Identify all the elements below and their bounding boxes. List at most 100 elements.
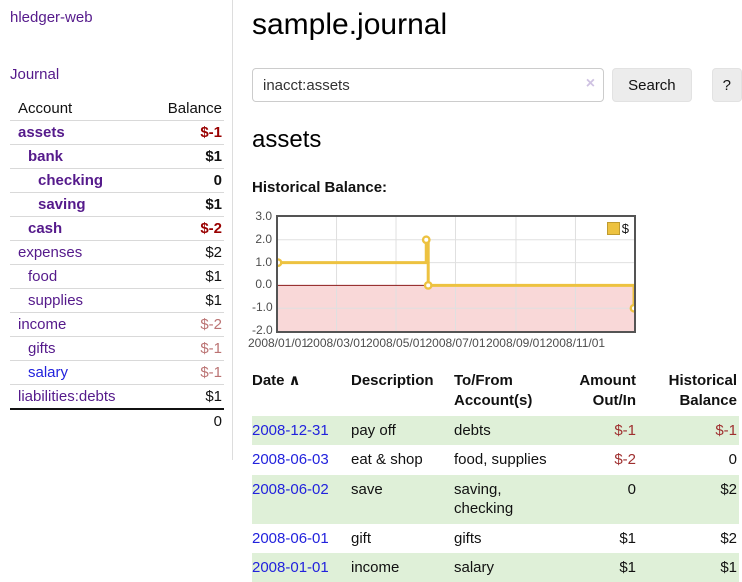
- legend-swatch-icon: [606, 222, 620, 235]
- transaction-amount: $-1: [614, 421, 636, 439]
- account-link-checking[interactable]: checking: [38, 172, 104, 189]
- account-row: salary $-1: [10, 360, 224, 385]
- sidebar: hledger-web Journal Account Balance asse…: [0, 0, 233, 460]
- accounts-table: Account Balance assets $-1 bank $1 checking 0…: [10, 97, 224, 433]
- account-link-liabilities-debts[interactable]: liabilities:debts: [18, 388, 116, 405]
- register-row: 2008-12-31 pay off debts $-1 $-1: [252, 415, 739, 445]
- search-input[interactable]: [252, 68, 605, 102]
- account-link-salary[interactable]: salary: [28, 364, 69, 381]
- account-row: gifts $-1: [10, 336, 224, 361]
- transaction-date-link[interactable]: 2008-06-03: [252, 451, 329, 468]
- account-row: bank $1: [10, 144, 224, 169]
- account-balance: 0: [213, 172, 222, 189]
- transaction-date-link[interactable]: 2008-06-02: [252, 480, 329, 498]
- x-axis-tick-label: 2008/01/01: [247, 336, 309, 350]
- transaction-balance: $-1: [715, 421, 737, 439]
- transaction-balance: $1: [720, 559, 737, 576]
- accounts-total-row: 0: [10, 409, 224, 433]
- transaction-amount: $-2: [614, 451, 636, 468]
- register-header-row: Date ∧ Description To/From Account(s) Amo…: [252, 369, 739, 416]
- account-row: income $-2: [10, 312, 224, 337]
- register-row: 2008-06-03 eat & shop food, supplies $-2 0: [252, 445, 739, 475]
- main-content: sample.journal × Search ? assets Histori…: [248, 0, 742, 582]
- x-axis-tick-label: 2008/07/01: [425, 336, 486, 350]
- account-title: assets: [252, 126, 322, 153]
- transaction-accounts: food, supplies: [454, 451, 547, 468]
- date-column-header: Date ∧: [252, 372, 301, 389]
- account-link-bank[interactable]: bank: [28, 148, 64, 165]
- transaction-balance: $2: [720, 529, 737, 547]
- help-button[interactable]: ?: [711, 68, 742, 102]
- search-box: ×: [252, 68, 605, 102]
- transaction-accounts: gifts: [454, 529, 482, 547]
- account-row: assets $-1: [10, 120, 224, 145]
- chart-series: [278, 217, 634, 331]
- account-link-expenses[interactable]: expenses: [18, 244, 83, 261]
- x-axis-tick-label: 2008/05/01: [365, 336, 427, 350]
- register-row: 2008-06-02 save saving, checking 0 $2: [252, 474, 739, 524]
- x-axis-tick-label: 2008/11/01: [545, 336, 606, 350]
- search-form: × Search ?: [252, 68, 742, 102]
- account-link-cash[interactable]: cash: [28, 220, 63, 237]
- register-table: Date ∧ Description To/From Account(s) Amo…: [252, 369, 739, 582]
- transaction-balance: $2: [720, 480, 737, 498]
- account-row: saving $1: [10, 192, 224, 217]
- description-column-header: Description: [351, 372, 434, 389]
- search-button[interactable]: Search: [612, 68, 692, 102]
- transaction-amount: 0: [627, 480, 636, 498]
- accounts-total-balance: 0: [213, 413, 222, 430]
- chart-title: Historical Balance:: [252, 179, 388, 196]
- account-link-saving[interactable]: saving: [38, 196, 86, 213]
- balance-column-header-register: Historical Balance: [668, 372, 737, 410]
- sidebar-item-journal[interactable]: Journal: [10, 66, 60, 83]
- account-row: liabilities:debts $1: [10, 384, 224, 410]
- account-row: supplies $1: [10, 288, 224, 313]
- account-balance: $-2: [200, 316, 222, 333]
- sort-ascending-icon: ∧: [288, 372, 301, 389]
- chart-legend: $: [606, 221, 629, 236]
- account-link-supplies[interactable]: supplies: [28, 292, 84, 309]
- transaction-description: pay off: [351, 421, 396, 439]
- data-point-marker: [278, 258, 283, 267]
- account-balance: $-1: [200, 124, 222, 141]
- account-row: checking 0: [10, 168, 224, 193]
- account-balance: $-1: [200, 340, 222, 357]
- register-row: 2008-01-01 income salary $1 $1: [252, 553, 739, 582]
- account-link-income[interactable]: income: [18, 316, 67, 333]
- account-balance: $1: [205, 268, 222, 285]
- transaction-amount: $1: [619, 529, 636, 547]
- transaction-description: gift: [351, 529, 372, 547]
- account-link-food[interactable]: food: [28, 268, 58, 285]
- account-row: expenses $2: [10, 240, 224, 265]
- transaction-accounts: salary: [454, 559, 495, 576]
- amount-column-header: Amount Out/In: [579, 372, 636, 410]
- account-balance: $1: [205, 196, 222, 213]
- page-title: sample.journal: [252, 8, 448, 41]
- transaction-date-link[interactable]: 2008-12-31: [252, 421, 329, 439]
- account-link-gifts[interactable]: gifts: [28, 340, 56, 357]
- account-column-header: Account: [18, 100, 73, 117]
- data-point-marker: [629, 303, 634, 313]
- transaction-balance: 0: [728, 451, 737, 468]
- account-balance: $-2: [200, 220, 222, 237]
- account-balance: $1: [205, 292, 222, 309]
- app-title-link[interactable]: hledger-web: [10, 9, 93, 26]
- historical-balance-chart: $ 3.0 2.0 1.0 0.0 -1.0 -2.0 2008/01/01 2008/03/…: [248, 207, 742, 350]
- account-link-assets[interactable]: assets: [18, 124, 65, 141]
- transaction-date-link[interactable]: 2008-06-01: [252, 529, 329, 547]
- data-point-marker: [423, 281, 433, 290]
- account-balance: $-1: [200, 364, 222, 381]
- x-axis-tick-label: 2008/09/01: [485, 336, 546, 350]
- account-balance: $1: [205, 388, 222, 405]
- accounts-column-header: To/From Account(s): [454, 372, 533, 410]
- transaction-description: save: [351, 480, 383, 498]
- y-axis-tick-label: -2.0: [252, 323, 273, 337]
- transaction-description: eat & shop: [351, 451, 423, 468]
- y-axis-tick-label: 1.0: [255, 254, 272, 269]
- clear-search-icon[interactable]: ×: [585, 75, 596, 92]
- transaction-date-link[interactable]: 2008-01-01: [252, 559, 329, 576]
- transaction-amount: $1: [619, 559, 636, 576]
- data-point-marker: [421, 235, 431, 245]
- legend-label: $: [621, 221, 629, 236]
